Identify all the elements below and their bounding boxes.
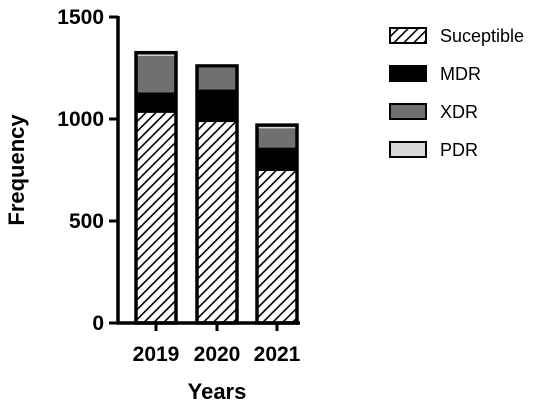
x-axis-title: Years [188, 379, 247, 404]
y-tick-label-1000: 1000 [57, 108, 104, 131]
bar-xdr-2021 [257, 128, 297, 148]
legend-swatch-mdr [389, 65, 427, 82]
bar-mdr-2020 [197, 89, 237, 123]
x-tick-label-2019: 2019 [133, 343, 180, 366]
y-tick-label-1500: 1500 [57, 6, 104, 29]
legend-swatch-suceptible [389, 27, 427, 44]
bar-suceptible-2020 [197, 122, 237, 323]
y-tick-label-500: 500 [69, 210, 104, 233]
x-tick-label-2021: 2021 [254, 343, 301, 366]
x-tick-label-2020: 2020 [194, 343, 241, 366]
bar-xdr-2020 [197, 68, 237, 90]
legend-label-mdr: MDR [440, 64, 481, 84]
legend: Suceptible MDR XDR PDR [389, 26, 524, 160]
bar-suceptible-2021 [257, 171, 297, 323]
bar-mdr-2021 [257, 147, 297, 172]
bar-suceptible-2019 [136, 112, 176, 323]
legend-label-pdr: PDR [440, 140, 478, 160]
bar-xdr-2019 [136, 55, 176, 93]
plot-area: 2019 2020 2021 0 500 1000 1500 [57, 6, 300, 366]
legend-label-xdr: XDR [440, 102, 478, 122]
y-axis-title: Frequency [4, 114, 29, 226]
bar-mdr-2019 [136, 92, 176, 113]
y-tick-label-0: 0 [92, 312, 104, 335]
legend-swatch-xdr [389, 103, 427, 120]
legend-label-suceptible: Suceptible [440, 26, 524, 46]
legend-swatch-pdr [389, 141, 427, 158]
